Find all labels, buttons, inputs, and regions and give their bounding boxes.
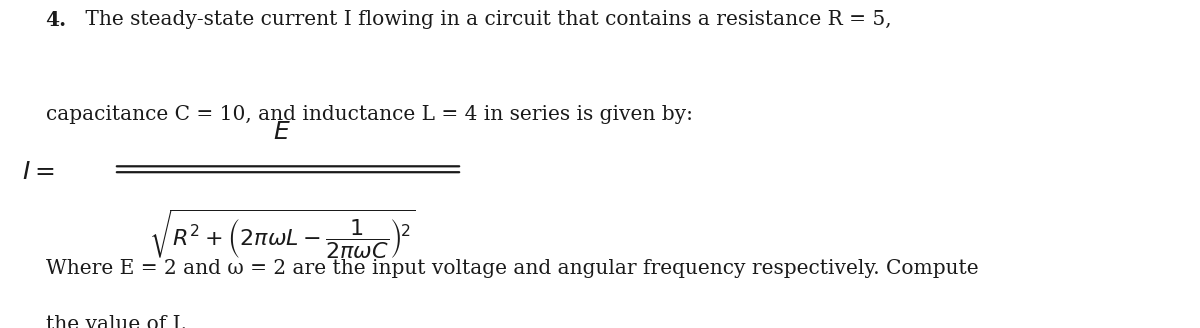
Text: capacitance C = 10, and inductance L = 4 in series is given by:: capacitance C = 10, and inductance L = 4… — [46, 105, 692, 124]
Text: $I =$: $I =$ — [22, 161, 54, 184]
Text: The steady-state current I flowing in a circuit that contains a resistance R = 5: The steady-state current I flowing in a … — [79, 10, 892, 29]
Text: the value of I.: the value of I. — [46, 315, 187, 328]
Text: $E$: $E$ — [274, 121, 290, 144]
Text: 4.: 4. — [46, 10, 67, 30]
Text: Where E = 2 and ω = 2 are the input voltage and angular frequency respectively. : Where E = 2 and ω = 2 are the input volt… — [46, 259, 978, 278]
Text: $\sqrt{R^2 + \left(2\pi\omega L - \dfrac{1}{2\pi\omega C}\right)^{\!2}}$: $\sqrt{R^2 + \left(2\pi\omega L - \dfrac… — [149, 208, 415, 261]
